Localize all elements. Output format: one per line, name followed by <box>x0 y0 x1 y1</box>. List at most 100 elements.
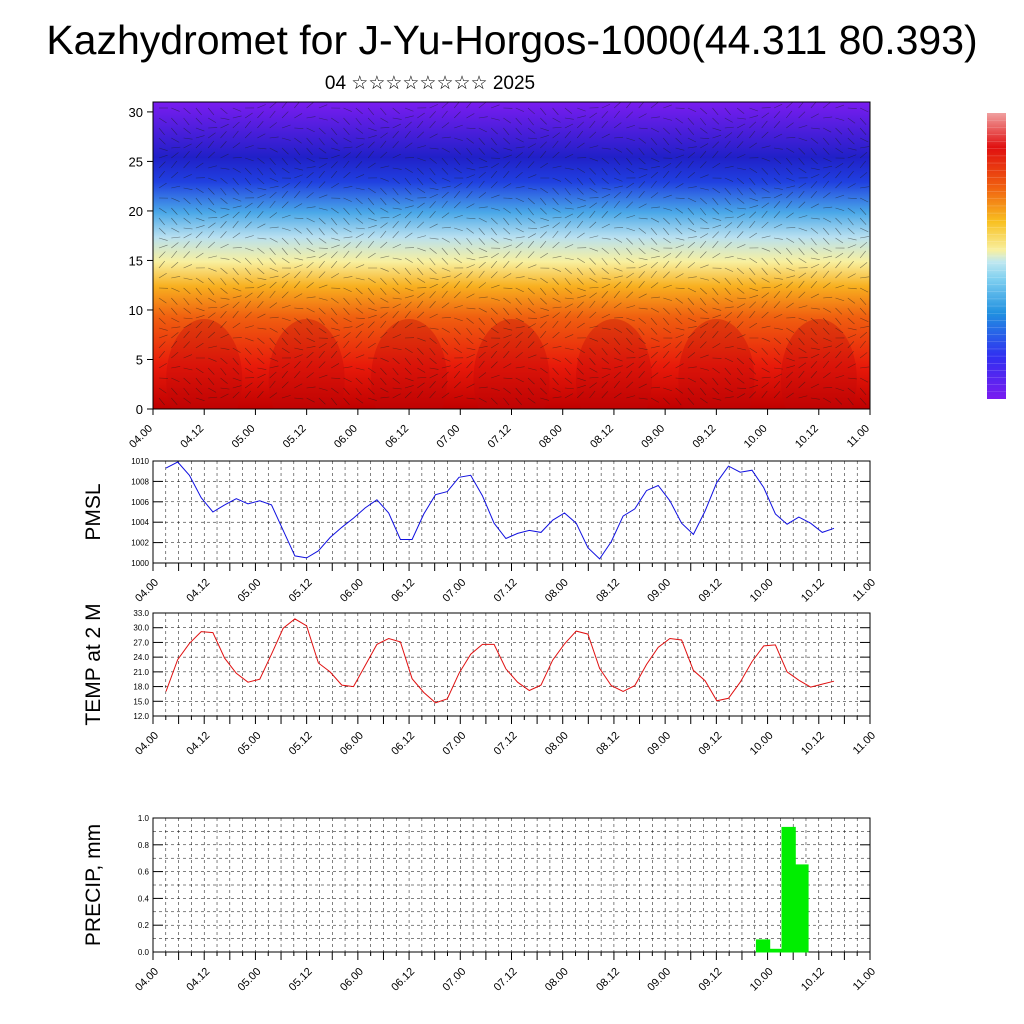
precip-panel: 0.00.20.40.60.81.004.00 04.12 05.00 05.12 06… <box>82 814 878 994</box>
wind-barb <box>441 327 450 333</box>
wind-barb <box>429 391 436 399</box>
wind-barb <box>761 292 770 299</box>
wind-barb <box>700 264 709 269</box>
wind-barb <box>306 206 316 209</box>
y-axis-label: TEMP at 2 M <box>82 603 105 725</box>
wind-barb <box>687 160 694 169</box>
wind-barb <box>786 267 795 272</box>
y-tick-label: 24.0 <box>133 653 149 662</box>
wind-barb <box>220 393 229 399</box>
wind-barb <box>343 377 352 383</box>
x-tick-label: 04.00 <box>133 966 161 994</box>
wind-barb <box>367 107 375 116</box>
wind-barb <box>269 237 278 243</box>
wind-barb <box>269 380 276 389</box>
wind-barb <box>171 250 178 259</box>
wind-barb <box>367 231 375 239</box>
wind-barb <box>589 167 596 175</box>
wind-barb <box>810 264 820 269</box>
wind-barb <box>786 122 794 129</box>
wind-barb <box>269 392 278 399</box>
wind-barb <box>847 207 856 214</box>
wind-barb <box>712 141 720 149</box>
wind-barb <box>552 107 559 116</box>
wind-barb <box>380 127 390 129</box>
wind-barb <box>330 260 338 269</box>
wind-barb <box>638 147 645 156</box>
wind-barb <box>244 357 252 366</box>
wind-barb <box>527 143 537 149</box>
x-tick-label: 07.12 <box>492 730 520 758</box>
wind-barb <box>392 123 401 129</box>
wind-barb <box>503 183 512 189</box>
wind-barb <box>208 345 218 349</box>
wind-barb <box>331 147 340 151</box>
warm-cell <box>678 319 755 409</box>
wind-barb <box>786 110 793 119</box>
y-tick-label: 30 <box>129 105 143 120</box>
wind-barb <box>540 197 547 206</box>
page-subtitle: 04 ☆☆☆☆☆☆☆☆ 2025 <box>324 73 536 94</box>
wind-barb <box>392 213 401 219</box>
x-tick-label: 06.00 <box>332 423 360 451</box>
wind-barb <box>195 330 202 339</box>
wind-barb <box>208 297 217 303</box>
wind-barb <box>810 167 820 171</box>
wind-barb <box>786 380 793 389</box>
wind-barb <box>736 213 746 219</box>
wind-barb <box>589 210 596 219</box>
wind-barb <box>601 157 610 164</box>
wind-barb <box>306 102 314 109</box>
wind-barb <box>441 281 449 289</box>
wind-barb <box>245 235 254 239</box>
wind-barb <box>257 373 266 379</box>
wind-barb <box>367 321 375 329</box>
wind-barb <box>368 307 377 311</box>
wind-barb <box>331 154 340 159</box>
wind-barb <box>798 280 805 289</box>
wind-barb <box>847 127 854 136</box>
wind-barb <box>232 107 242 112</box>
wind-barb <box>589 235 599 239</box>
wind-barb <box>355 161 363 169</box>
wind-barb <box>835 342 844 349</box>
wind-barb <box>761 167 769 175</box>
wind-barb <box>737 167 746 171</box>
wind-barb <box>749 257 758 264</box>
wind-barb <box>232 177 239 186</box>
wind-barb <box>835 252 844 259</box>
wind-barb <box>675 341 682 349</box>
wind-barb <box>798 137 808 142</box>
wind-barb <box>171 287 180 292</box>
wind-barb <box>244 177 252 186</box>
wind-barb <box>392 267 400 275</box>
wind-barb <box>478 317 485 326</box>
wind-barb <box>564 367 571 376</box>
wind-barb <box>626 337 633 346</box>
x-tick-label: 07.12 <box>492 577 520 605</box>
wind-barb <box>195 252 204 259</box>
wind-barb <box>343 397 350 405</box>
wind-barb <box>515 387 522 395</box>
wind-barb <box>589 202 598 209</box>
wind-barb <box>232 142 241 149</box>
wind-barb <box>601 337 609 345</box>
wind-barb <box>171 326 181 329</box>
wind-barb <box>552 222 560 229</box>
wind-barb <box>835 170 842 179</box>
wind-barb <box>847 327 857 331</box>
wind-barb <box>441 212 450 219</box>
wind-barb <box>380 320 387 329</box>
wind-barb <box>859 217 867 225</box>
page-title: Kazhydromet for J-Yu-Horgos-1000(44.311 … <box>46 17 978 63</box>
wind-barb <box>441 200 448 209</box>
wind-barb <box>589 112 598 119</box>
wind-barb <box>220 123 229 129</box>
wind-barb <box>244 277 253 283</box>
wind-barb <box>294 337 302 345</box>
wind-barb <box>404 142 413 149</box>
wind-barb <box>552 117 561 123</box>
wind-barb <box>687 331 695 339</box>
wind-barb <box>540 321 547 329</box>
wind-barb <box>515 262 523 269</box>
